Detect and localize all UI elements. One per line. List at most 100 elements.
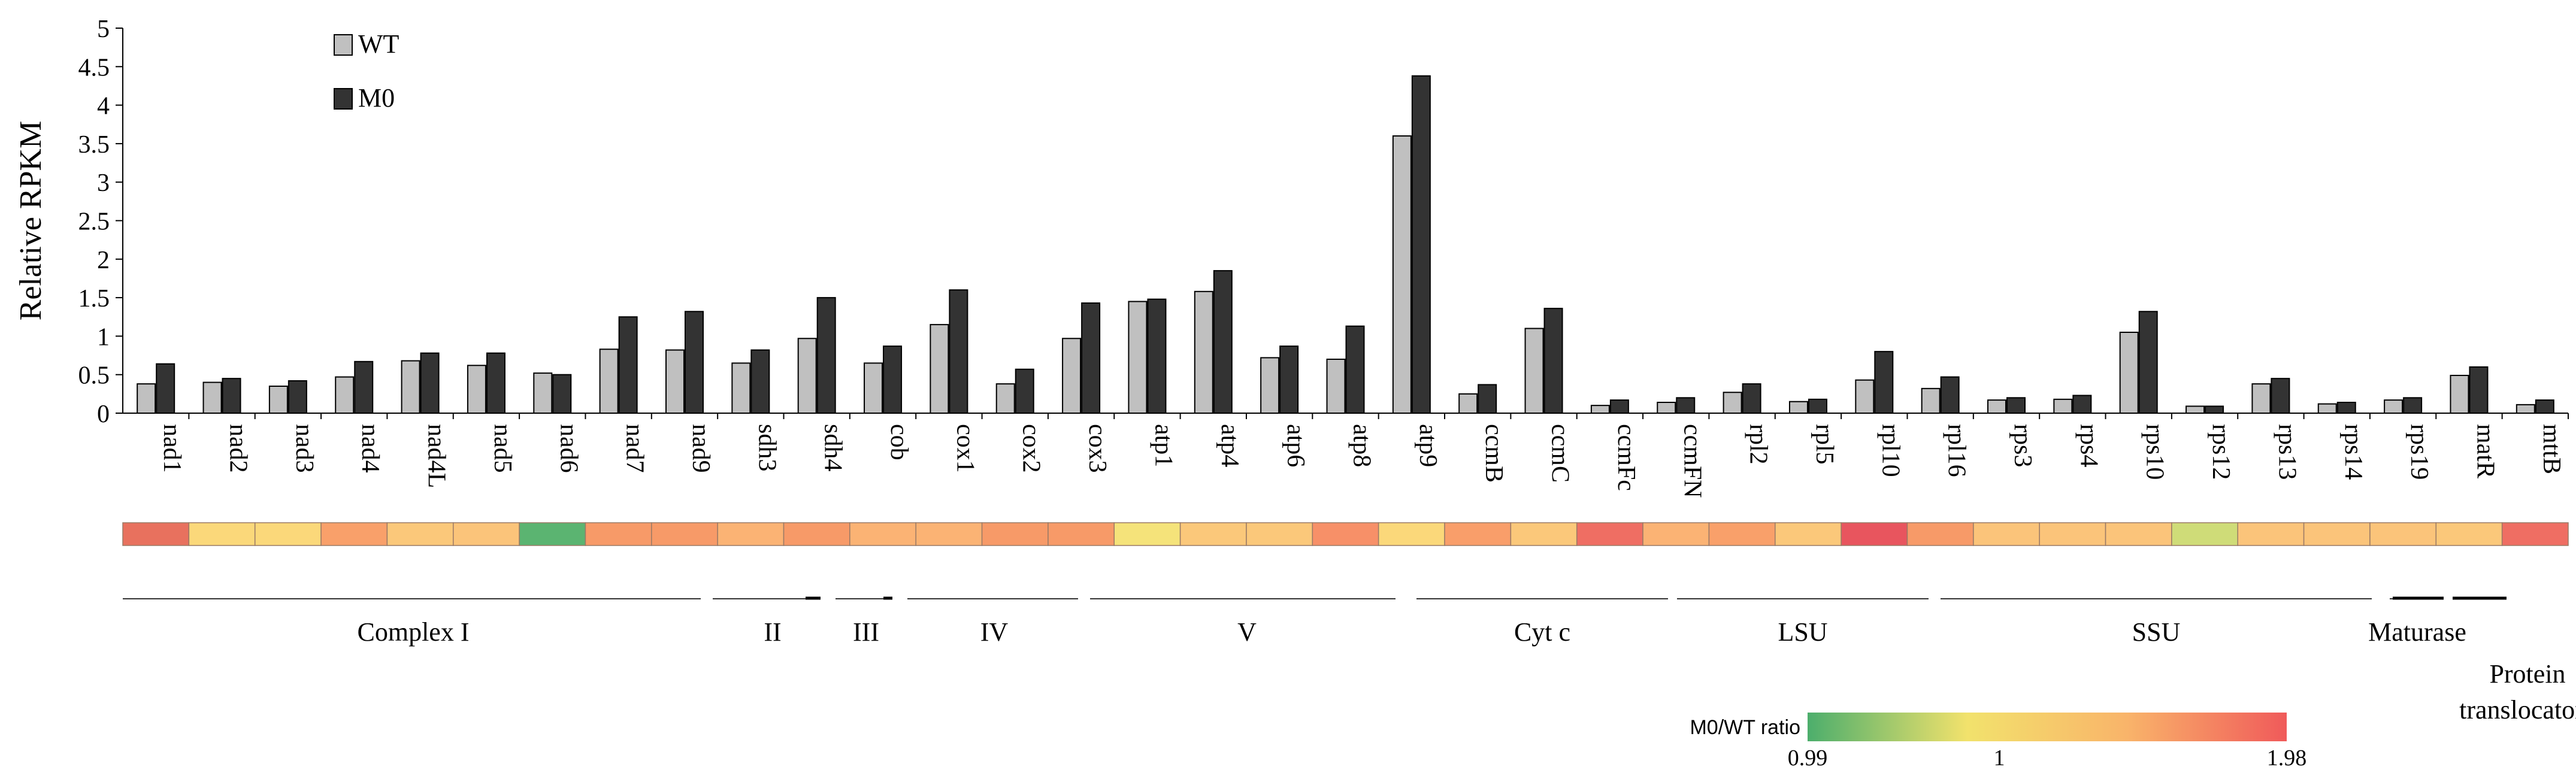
group-label-line1: Protein <box>2489 659 2565 689</box>
bar-m0 <box>2072 395 2092 414</box>
y-tick-label: 1.5 <box>78 285 110 313</box>
bar-wt <box>533 372 553 414</box>
group-label: V <box>1237 617 1257 647</box>
heatmap-cell <box>981 522 1049 546</box>
x-tick-label: cox3 <box>1083 424 1111 473</box>
heatmap-cell <box>2105 522 2172 546</box>
bar-m0 <box>1874 351 1894 414</box>
heatmap-cell <box>783 522 850 546</box>
heatmap-cell <box>519 522 586 546</box>
heatmap-cell <box>188 522 256 546</box>
x-tick-label: atp9 <box>1414 424 1442 467</box>
bar-m0 <box>2271 378 2290 414</box>
bar-wt <box>1855 379 1875 414</box>
group-label: SSU <box>2132 617 2181 647</box>
bar-m0 <box>2138 311 2158 414</box>
x-tick-label: cob <box>885 424 913 460</box>
legend-swatch-wt <box>334 34 353 56</box>
bar-m0 <box>750 349 770 414</box>
bar-m0 <box>2403 397 2423 414</box>
x-tick-label: nad5 <box>489 424 516 473</box>
x-tick-label: nad9 <box>687 424 715 473</box>
x-tick-label: nad1 <box>158 424 186 473</box>
bar-wt <box>797 338 817 414</box>
heatmap-cell <box>1378 522 1445 546</box>
bar-wt <box>2516 404 2535 414</box>
bar-m0 <box>1940 376 1960 414</box>
heatmap-cell <box>2171 522 2238 546</box>
x-tick-label: cox2 <box>1018 424 1045 473</box>
bar-m0 <box>1742 383 1761 414</box>
bar-wt <box>2119 331 2139 414</box>
bar-m0 <box>2535 399 2554 414</box>
bar-m0 <box>1015 368 1034 414</box>
bar-m0 <box>1808 398 1827 414</box>
heatmap-cell <box>1048 522 1115 546</box>
heatmap-cell <box>1444 522 1512 546</box>
bar-wt <box>202 381 222 414</box>
x-tick-label: matR <box>2471 424 2499 478</box>
y-tick-label: 2.5 <box>78 208 110 236</box>
heatmap-cell <box>1906 522 1974 546</box>
group-label: II <box>764 617 781 647</box>
bar-wt <box>2251 383 2271 414</box>
bar-wt <box>1260 357 1280 414</box>
bar-wt <box>1788 401 1808 414</box>
x-tick-label: sdh3 <box>753 424 780 471</box>
heatmap-cell <box>915 522 983 546</box>
bar-wt <box>1326 358 1346 414</box>
bar-wt <box>2450 374 2469 414</box>
bar-wt <box>335 376 355 414</box>
heatmap-cell <box>2369 522 2437 546</box>
bar-wt <box>1062 338 1082 414</box>
heatmap-cell <box>2501 522 2569 546</box>
bar-m0 <box>222 378 241 414</box>
bar-m0 <box>2469 366 2489 414</box>
bar-m0 <box>1279 345 1299 414</box>
bar-wt <box>599 348 619 414</box>
x-tick-label: atp6 <box>1282 424 1309 467</box>
bar-m0 <box>816 297 836 414</box>
heatmap-cell <box>1973 522 2040 546</box>
x-tick-label: ccmC <box>1546 424 1574 483</box>
x-tick-label: rpl16 <box>1943 424 1970 477</box>
heatmap-cell <box>453 522 520 546</box>
ratio-color-scale <box>1808 713 2287 741</box>
heatmap-cell <box>849 522 916 546</box>
group-label: III <box>853 617 879 647</box>
x-tick-label: sdh4 <box>819 424 847 471</box>
x-tick-label: nad3 <box>290 424 318 473</box>
legend-swatch-m0 <box>334 88 353 110</box>
bar-m0 <box>2006 397 2026 414</box>
heatmap-cell <box>1775 522 1842 546</box>
y-tick-label: 3 <box>97 169 110 197</box>
heatmap-cell <box>1246 522 1313 546</box>
bar-m0 <box>1147 298 1167 414</box>
bar-wt <box>930 324 949 414</box>
group-label: Complex I <box>358 617 470 647</box>
bar-wt <box>2384 399 2404 414</box>
bar-m0 <box>883 345 903 414</box>
legend-label-m0: M0 <box>358 83 395 113</box>
x-tick-label: rps14 <box>2339 424 2367 480</box>
bar-wt <box>1987 399 2007 414</box>
x-tick-label: atp8 <box>1348 424 1376 467</box>
heatmap-cell <box>386 522 454 546</box>
y-tick-label: 1 <box>97 323 110 351</box>
ratio-scale-mid: 1 <box>1994 745 2005 771</box>
x-tick-label: rps3 <box>2009 424 2036 467</box>
heatmap-cell <box>320 522 388 546</box>
x-tick-label: atp4 <box>1216 424 1243 467</box>
x-tick-label: nad6 <box>555 424 582 473</box>
bar-wt <box>995 383 1015 414</box>
bar-wt <box>1590 405 1610 414</box>
bar-m0 <box>1345 325 1365 414</box>
heatmap-cell <box>1642 522 1710 546</box>
x-tick-label: cox1 <box>951 424 979 473</box>
heatmap-cell <box>1312 522 1379 546</box>
bar-wt <box>137 383 156 414</box>
bar-wt <box>1392 135 1412 414</box>
bar-m0 <box>2205 405 2224 414</box>
bar-wt <box>1194 290 1213 414</box>
bar-wt <box>1458 393 1478 414</box>
